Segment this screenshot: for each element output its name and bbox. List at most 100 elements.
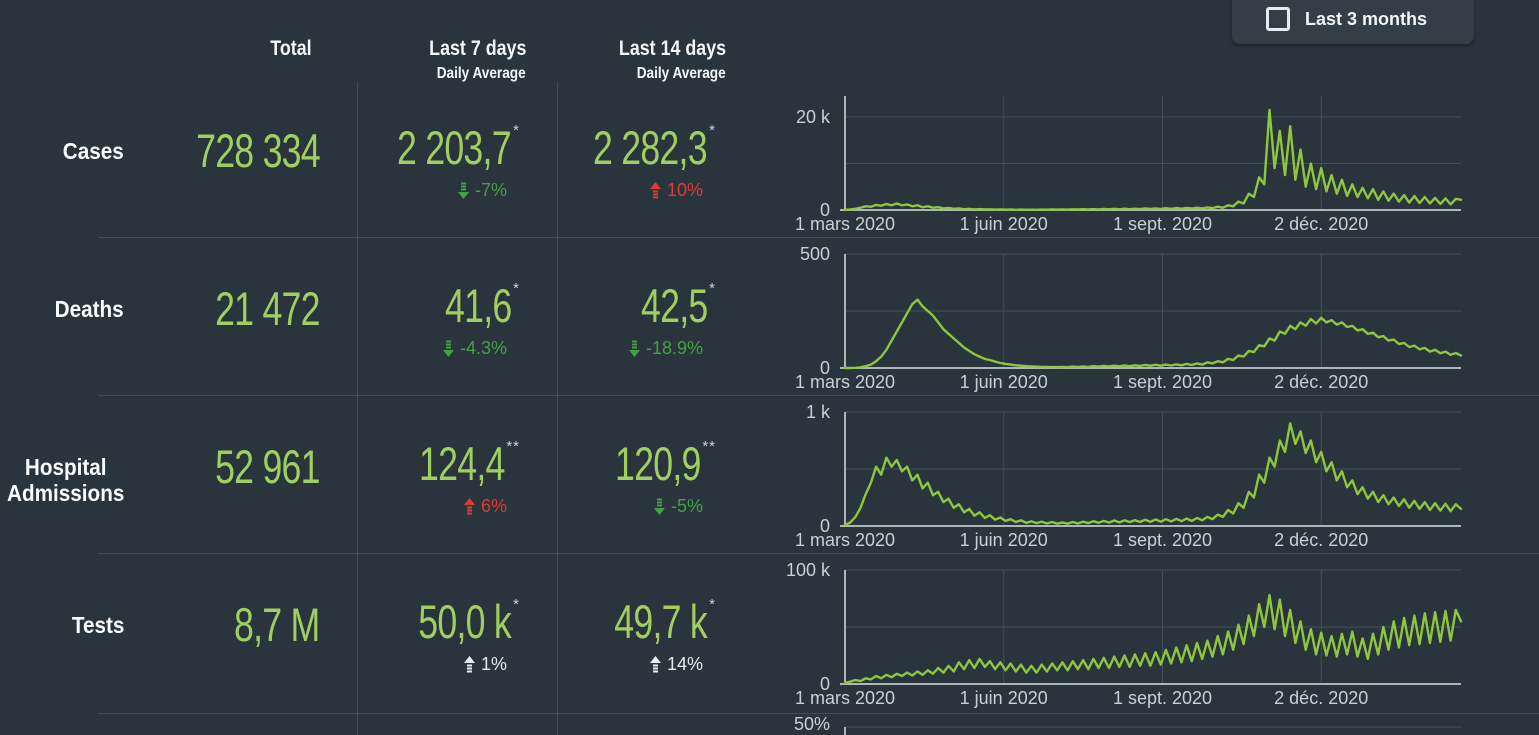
trend-up-icon: [463, 655, 475, 672]
trend-indicator: -18.9%: [628, 338, 703, 358]
cases-daily-svg: 20 k 01 mars 2020 1 juin 2020 1 sept. 2020 2…: [795, 96, 1463, 234]
footnote-marker: *: [709, 280, 716, 297]
svg-text:1 mars 2020: 1 mars 2020: [795, 530, 895, 550]
footnote-marker: **: [506, 438, 520, 455]
svg-text:1 sept. 2020: 1 sept. 2020: [1113, 214, 1212, 234]
trend-up-icon: [649, 181, 661, 198]
trend-down-icon: [457, 182, 469, 199]
deaths-last7: 41,6 * -4.3%: [358, 238, 558, 395]
trend-down-icon: [442, 340, 454, 357]
row-tests: Tests 8,7 M 50,0 k * 1% 49,7 k * 14% 100 k…: [0, 554, 1539, 711]
svg-text:100 k: 100 k: [786, 560, 831, 580]
column-divider-2: [557, 82, 558, 735]
row-divider-3: [98, 553, 1539, 554]
positivity-chart-partial[interactable]: 50%: [760, 713, 1539, 735]
svg-text:2 déc. 2020: 2 déc. 2020: [1274, 688, 1368, 708]
deaths-last7-value: 41,6: [444, 279, 512, 332]
last-3-months-label[interactable]: Last 3 months: [1305, 8, 1428, 29]
trend-value: -5%: [670, 496, 703, 516]
header-daily-average-label: Daily Average: [437, 65, 526, 83]
trend-indicator: 6%: [463, 496, 507, 516]
trend-indicator: 1%: [463, 654, 507, 674]
trend-value: -7%: [474, 180, 507, 200]
header-total-label: Total: [270, 37, 312, 60]
column-divider-1: [357, 82, 358, 735]
header-last-14-days: Last 14 days Daily Average: [558, 37, 760, 83]
svg-text:1 sept. 2020: 1 sept. 2020: [1113, 688, 1212, 708]
footnote-marker: *: [709, 596, 716, 613]
positivity-y-label: 50%: [793, 714, 830, 734]
row-hospital-admissions: Hospital Admissions 52 961 124,4 ** 6% 12…: [0, 396, 1539, 553]
svg-text:0: 0: [820, 516, 830, 536]
cases-last14: 2 282,3 * 10%: [558, 80, 760, 237]
trend-value: 14%: [666, 654, 703, 674]
row-label-hospital-admissions: Hospital Admissions: [6, 454, 125, 507]
trend-value: -4.3%: [459, 338, 507, 358]
header-last14-label: Last 14 days: [618, 37, 726, 60]
footnote-marker: *: [513, 596, 520, 613]
tests-last14: 49,7 k * 14%: [558, 554, 760, 711]
header-last-7-days: Last 7 days Daily Average: [358, 37, 558, 83]
deaths-chart[interactable]: 500 0 1 mars 2020 1 juin 2020 1 sept. 2020 2 …: [760, 238, 1539, 395]
cases-total: 728 334: [170, 80, 358, 237]
deaths-last14-value: 42,5: [640, 279, 708, 332]
row-divider-1: [98, 237, 1539, 238]
svg-text:1 juin 2020: 1 juin 2020: [960, 688, 1048, 708]
trend-indicator: -5%: [653, 496, 703, 516]
svg-text:1 juin 2020: 1 juin 2020: [960, 372, 1048, 392]
row-label-deaths: Deaths: [54, 296, 124, 322]
trend-indicator: -4.3%: [442, 338, 507, 358]
trend-value: -18.9%: [645, 338, 703, 358]
svg-text:1 k: 1 k: [806, 402, 831, 422]
svg-text:1 mars 2020: 1 mars 2020: [795, 214, 895, 234]
trend-value: 1%: [480, 654, 507, 674]
svg-text:1 juin 2020: 1 juin 2020: [960, 530, 1048, 550]
hospital-last7: 124,4 ** 6%: [358, 396, 558, 553]
footnote-marker: *: [513, 280, 520, 297]
svg-text:0: 0: [820, 200, 830, 220]
svg-text:500: 500: [800, 244, 830, 264]
row-divider-2: [98, 395, 1539, 396]
hospital-last14: 120,9 ** -5%: [558, 396, 760, 553]
tests-total-value: 8,7 M: [234, 598, 320, 651]
deaths-last14: 42,5 * -18.9%: [558, 238, 760, 395]
header-daily-average-label: Daily Average: [637, 65, 726, 83]
trend-up-icon: [649, 655, 661, 672]
trend-indicator: 10%: [649, 181, 703, 199]
row-cases: Cases 728 334 2 203,7 * -7% 2 282,3 * 10% …: [0, 80, 1539, 237]
svg-text:1 juin 2020: 1 juin 2020: [960, 214, 1048, 234]
tests-total: 8,7 M: [170, 554, 358, 711]
svg-text:1 mars 2020: 1 mars 2020: [795, 688, 895, 708]
cases-total-value: 728 334: [196, 124, 321, 177]
tests-last14-value: 49,7 k: [614, 595, 708, 648]
header-last7-label: Last 7 days: [428, 37, 526, 60]
tests-last7-value: 50,0 k: [418, 595, 512, 648]
svg-text:2 déc. 2020: 2 déc. 2020: [1274, 214, 1368, 234]
footnote-marker: *: [709, 122, 716, 139]
footnote-marker: **: [702, 438, 716, 455]
positivity-chart-frame: [844, 726, 1461, 735]
cases-last7: 2 203,7 * -7%: [358, 80, 558, 237]
trend-indicator: -7%: [457, 180, 507, 200]
deaths-total: 21 472: [170, 238, 358, 395]
row-deaths: Deaths 21 472 41,6 * -4.3% 42,5 * -18.9% 5…: [0, 238, 1539, 395]
last-3-months-checkbox[interactable]: [1266, 7, 1290, 31]
deaths-daily-svg: 500 01 mars 2020 1 juin 2020 1 sept. 2020 2 …: [795, 244, 1463, 392]
hospital-last7-value: 124,4: [418, 437, 505, 490]
trend-value: 6%: [480, 496, 507, 516]
tests-last7: 50,0 k * 1%: [358, 554, 558, 711]
hospital-last14-value: 120,9: [614, 437, 701, 490]
svg-text:0: 0: [820, 674, 830, 694]
hospital-total-value: 52 961: [215, 440, 320, 493]
row-divider-4: [98, 713, 1539, 714]
svg-text:1 sept. 2020: 1 sept. 2020: [1113, 372, 1212, 392]
row-label-cases: Cases: [62, 138, 124, 164]
deaths-total-value: 21 472: [215, 282, 320, 335]
cases-last7-value: 2 203,7: [397, 121, 512, 174]
hospital-total: 52 961: [170, 396, 358, 553]
svg-text:2 déc. 2020: 2 déc. 2020: [1274, 372, 1368, 392]
